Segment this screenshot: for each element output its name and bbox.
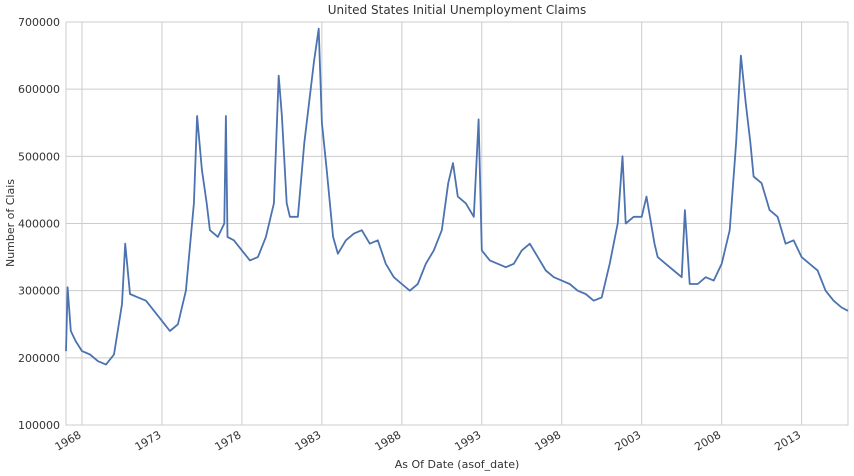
x-axis-label: As Of Date (asof_date) bbox=[395, 458, 520, 471]
y-tick-label: 200000 bbox=[18, 352, 60, 365]
x-tick-label: 2013 bbox=[772, 428, 803, 453]
y-tick-label: 500000 bbox=[18, 150, 60, 163]
y-tick-label: 300000 bbox=[18, 285, 60, 298]
data-line bbox=[65, 27, 849, 366]
x-tick-label: 1988 bbox=[373, 428, 404, 453]
x-tick-label: 1978 bbox=[213, 428, 244, 453]
x-tick-label: 2008 bbox=[692, 428, 723, 453]
y-axis-label: Number of Clais bbox=[4, 179, 17, 267]
x-tick-label: 1968 bbox=[53, 428, 84, 453]
y-tick-label: 100000 bbox=[18, 419, 60, 432]
y-tick-label: 700000 bbox=[18, 16, 60, 29]
x-tick-label: 2003 bbox=[612, 428, 643, 453]
x-tick-label: 1998 bbox=[532, 428, 563, 453]
chart-title: United States Initial Unemployment Claim… bbox=[328, 3, 587, 17]
y-tick-label: 400000 bbox=[18, 218, 60, 231]
y-tick-label: 600000 bbox=[18, 83, 60, 96]
x-tick-label: 1983 bbox=[293, 428, 324, 453]
x-tick-label: 1993 bbox=[453, 428, 484, 453]
x-tick-label: 1973 bbox=[133, 428, 164, 453]
